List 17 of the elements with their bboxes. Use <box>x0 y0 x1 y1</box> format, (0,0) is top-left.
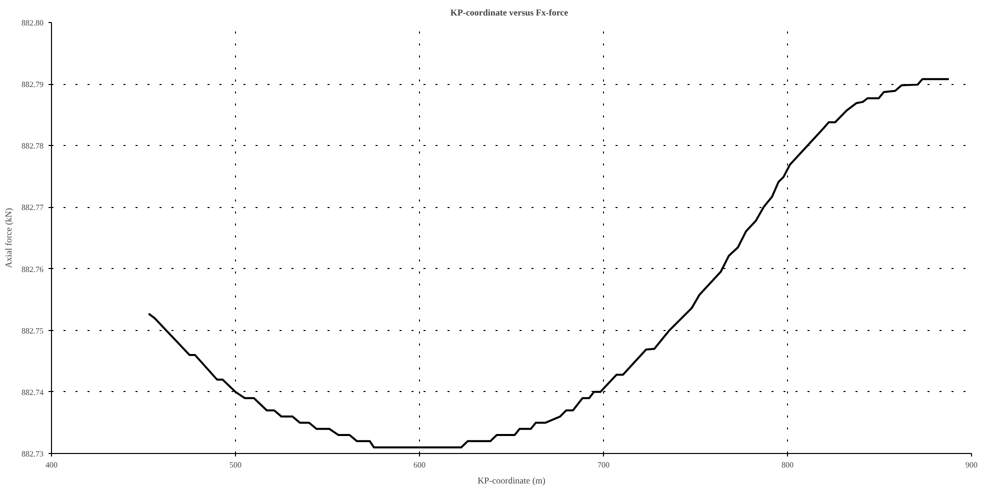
y-axis-title: Axial force (kN) <box>4 208 14 268</box>
x-axis-title: KP-coordinate (m) <box>478 476 546 486</box>
x-tick-label: 800 <box>782 460 794 470</box>
x-tick-label: 600 <box>414 460 426 470</box>
y-tick-label: 882.77 <box>22 203 44 212</box>
y-tick-label: 882.80 <box>22 18 44 28</box>
y-tick-label: 882.74 <box>22 388 44 397</box>
x-tick-label: 900 <box>966 460 978 470</box>
chart-title: KP-coordinate versus Fx-force <box>450 8 568 18</box>
y-tick-label: 882.73 <box>22 450 44 458</box>
x-tick-label: 500 <box>230 460 242 470</box>
y-tick-label: 882.76 <box>22 264 44 274</box>
y-tick-label: 882.75 <box>22 326 44 336</box>
x-tick-label: 400 <box>46 460 58 470</box>
y-tick-label: 882.78 <box>22 142 44 151</box>
x-tick-label: 700 <box>598 460 610 470</box>
y-tick-label: 882.79 <box>22 80 44 90</box>
